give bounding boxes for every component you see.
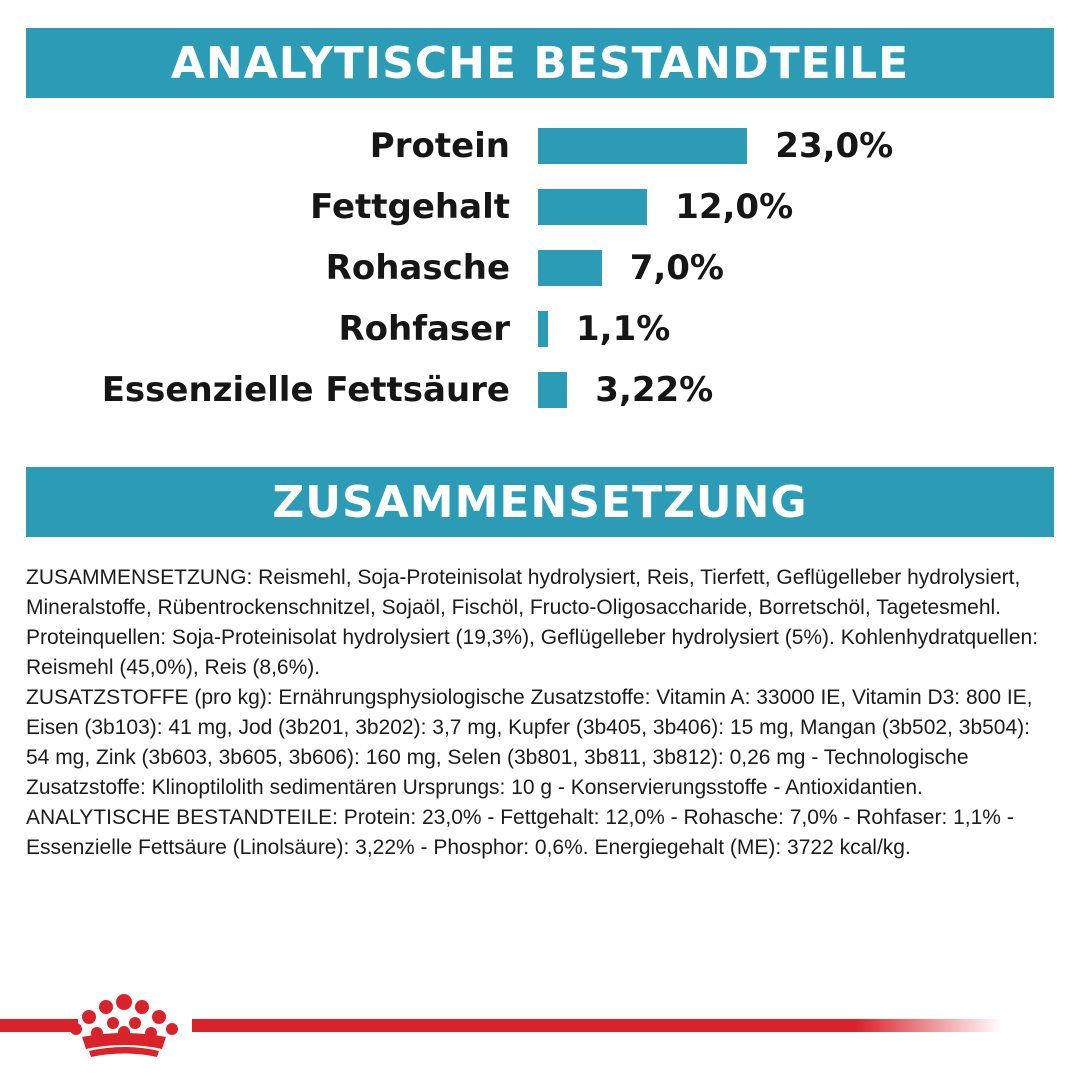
bar	[538, 311, 548, 347]
bar-value-label: 1,1%	[576, 309, 671, 349]
bar-category-label: Fettgehalt	[310, 187, 510, 227]
composition-text: ZUSAMMENSETZUNG: Reismehl, Soja-Proteini…	[26, 563, 1056, 863]
composition-paragraph-analysis: ANALYTISCHE BESTANDTEILE: Protein: 23,0%…	[26, 806, 1014, 859]
composition-paragraph-ingredients: ZUSAMMENSETZUNG: Reismehl, Soja-Proteini…	[26, 566, 1039, 679]
bar-category-label: Essenzielle Fettsäure	[101, 370, 510, 410]
bar-value-label: 12,0%	[675, 187, 794, 227]
composition-banner-title: ZUSAMMENSETZUNG	[272, 476, 808, 528]
bar	[538, 250, 602, 286]
chart-row: Rohasche 7,0%	[0, 240, 1080, 296]
footer-red-line-right	[192, 1019, 1002, 1032]
composition-paragraph-additives: ZUSATZSTOFFE (pro kg): Ernährungsphysiol…	[26, 686, 1033, 799]
chart-row: Fettgehalt 12,0%	[0, 179, 1080, 235]
chart-row: Essenzielle Fettsäure 3,22%	[0, 362, 1080, 418]
nutrient-bar-chart: Protein 23,0% Fettgehalt 12,0% Rohasche 7,0% R…	[0, 118, 1080, 438]
bar	[538, 128, 748, 164]
analysis-banner: ANALYTISCHE BESTANDTEILE	[26, 28, 1054, 98]
bar-value-label: 3,22%	[595, 370, 714, 410]
crown-icon	[70, 994, 178, 1057]
bar-value-label: 7,0%	[629, 248, 724, 288]
bar-category-label: Rohfaser	[338, 309, 510, 349]
bar	[538, 372, 568, 408]
bar	[538, 189, 648, 225]
chart-row: Protein 23,0%	[0, 118, 1080, 174]
analysis-banner-title: ANALYTISCHE BESTANDTEILE	[170, 37, 910, 89]
bar-value-label: 23,0%	[775, 126, 894, 166]
bar-category-label: Rohasche	[325, 248, 510, 288]
footer-red-line-left	[0, 1019, 78, 1032]
composition-banner: ZUSAMMENSETZUNG	[26, 467, 1054, 537]
chart-row: Rohfaser 1,1%	[0, 301, 1080, 357]
bar-category-label: Protein	[369, 126, 510, 166]
